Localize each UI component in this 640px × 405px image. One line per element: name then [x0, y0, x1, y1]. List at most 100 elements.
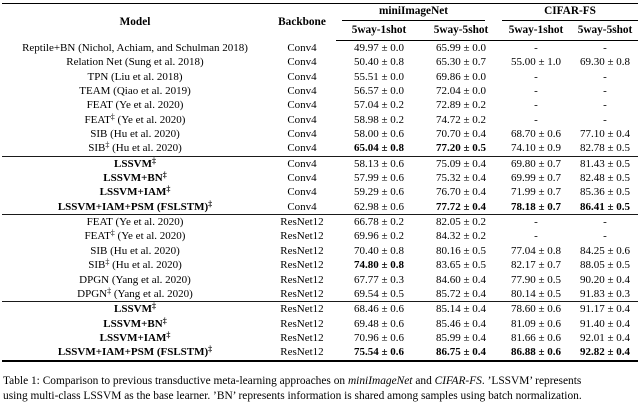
table-row: SIB (Hu et al. 2020) ResNet12 70.40 ± 0.8 8… — [2, 244, 638, 258]
value-cell: - — [534, 230, 538, 243]
value-cell: 91.83 ± 0.3 — [579, 287, 631, 300]
model-cell: DPGN (Yang et al. 2020) — [79, 273, 191, 286]
backbone-cell: ResNet12 — [280, 287, 324, 300]
value-cell: 85.14 ± 0.4 — [422, 301, 500, 317]
value-cell: - — [534, 85, 538, 98]
paper-page: Model Backbone miniImageNet CIFAR-FS 5wa… — [0, 3, 640, 403]
backbone-cell: Conv4 — [268, 155, 336, 172]
model-cell: FEAT (Ye et al. 2020) — [2, 214, 268, 230]
value-cell: 85.36 ± 0.5 — [579, 186, 631, 199]
header-row-groups: Model Backbone miniImageNet CIFAR-FS — [2, 4, 639, 28]
value-cell: 81.09 ± 0.6 — [510, 317, 562, 330]
value-cell: - — [534, 42, 538, 54]
double-dagger-superscript: ‡ — [162, 171, 167, 180]
backbone-cell: Conv4 — [287, 99, 317, 112]
table-header: Model Backbone miniImageNet CIFAR-FS 5wa… — [2, 4, 639, 41]
table-row: LSSVM+BN‡ ResNet12 69.48 ± 0.6 85.46 ± 0.4 8… — [2, 317, 638, 331]
value-cell: 86.88 ± 0.6 — [510, 346, 562, 359]
value-cell: 65.30 ± 0.7 — [435, 56, 487, 69]
double-dagger-superscript: ‡ — [166, 330, 171, 340]
value-cell: 67.77 ± 0.3 — [353, 273, 405, 286]
value-cell: 75.09 ± 0.4 — [422, 155, 500, 172]
model-cell: TEAM (Qiao et al. 2019) — [79, 85, 191, 98]
value-cell: 91.40 ± 0.4 — [579, 317, 631, 330]
table-row: LSSVM+IAM‡ ResNet12 70.96 ± 0.6 85.99 ± 0.4… — [2, 331, 638, 345]
value-cell: 66.78 ± 0.2 — [336, 214, 422, 230]
value-cell: - — [603, 70, 607, 83]
backbone-cell: Conv4 — [287, 70, 317, 83]
value-cell: 80.14 ± 0.5 — [510, 287, 562, 300]
double-dagger-superscript: ‡ — [110, 229, 115, 238]
value-cell: 65.04 ± 0.8 — [353, 142, 405, 155]
caption-line-2: using multi-class LSSVM as the base lear… — [3, 390, 582, 403]
value-cell: 74.72 ± 0.2 — [435, 113, 487, 126]
value-cell: 74.10 ± 0.9 — [510, 142, 562, 155]
value-cell: 90.20 ± 0.4 — [579, 273, 631, 286]
value-cell: 68.46 ± 0.6 — [336, 301, 422, 317]
table-row: TEAM (Qiao et al. 2019) Conv4 56.57 ± 0.0 7… — [2, 84, 638, 98]
value-cell: 92.82 ± 0.4 — [579, 346, 631, 359]
value-cell: - — [534, 113, 538, 126]
value-cell: 74.80 ± 0.8 — [353, 259, 405, 272]
table-row: LSSVM‡ ResNet12 68.46 ± 0.6 85.14 ± 0.4 78.6… — [2, 301, 639, 317]
table-row: DPGN‡ (Yang et al. 2020) ResNet12 69.54 ± … — [2, 287, 638, 302]
value-cell: 85.99 ± 0.4 — [435, 331, 487, 344]
col-header-backbone: Backbone — [278, 15, 326, 28]
value-cell: 83.65 ± 0.5 — [435, 259, 487, 272]
value-cell: 58.98 ± 0.2 — [353, 113, 405, 126]
value-cell: 77.72 ± 0.4 — [435, 200, 487, 213]
table-row: DPGN (Yang et al. 2020) ResNet12 67.77 ± 0… — [2, 273, 638, 287]
col-header-model: Model — [119, 15, 151, 28]
value-cell: 72.04 ± 0.0 — [435, 85, 487, 98]
value-cell: 92.01 ± 0.4 — [579, 331, 631, 344]
model-cell: LSSVM+IAM‡ — [99, 185, 171, 199]
header-row-shots: 5way-1shot 5way-5shot 5way-1shot 5way-5s… — [2, 21, 639, 41]
value-cell: 75.54 ± 0.6 — [353, 346, 405, 359]
table-row: FEAT (Ye et al. 2020) Conv4 57.04 ± 0.2 72.… — [2, 98, 638, 112]
value-cell: 77.10 ± 0.4 — [579, 128, 631, 141]
value-cell: 72.89 ± 0.2 — [435, 99, 487, 112]
value-cell: 85.72 ± 0.4 — [435, 287, 487, 300]
value-cell: 57.04 ± 0.2 — [353, 99, 405, 112]
model-cell: LSSVM+IAM‡ — [99, 330, 171, 344]
value-cell: 50.40 ± 0.8 — [353, 56, 405, 69]
table-row: FEAT‡ (Ye et al. 2020) ResNet12 69.96 ± 0.… — [2, 229, 638, 243]
value-cell: 84.60 ± 0.4 — [435, 273, 487, 286]
caption-line-1: Table 1: Comparison to previous transduc… — [3, 374, 639, 390]
value-cell: 59.29 ± 0.6 — [353, 186, 405, 199]
value-cell: 77.04 ± 0.8 — [510, 244, 562, 257]
model-cell: SIB‡ (Hu et al. 2020) — [88, 258, 182, 272]
backbone-cell: Conv4 — [287, 85, 317, 98]
model-cell: FEAT‡ (Ye et al. 2020) — [84, 229, 186, 243]
double-dagger-superscript: ‡ — [208, 345, 213, 354]
value-cell: 62.98 ± 0.6 — [353, 200, 405, 213]
value-cell: - — [534, 70, 538, 83]
model-cell: LSSVM+BN‡ — [103, 316, 167, 330]
backbone-cell: Conv4 — [287, 113, 317, 126]
value-cell: 81.43 ± 0.5 — [572, 155, 639, 172]
model-cell: LSSVM+BN‡ — [103, 171, 167, 185]
backbone-cell: ResNet12 — [280, 244, 324, 257]
caption-text: . ’LSSVM’ represents — [481, 374, 582, 387]
value-cell: 65.99 ± 0.0 — [435, 42, 487, 54]
value-cell: - — [603, 42, 607, 54]
double-dagger-superscript: ‡ — [166, 185, 171, 194]
value-cell: 78.60 ± 0.6 — [500, 301, 572, 317]
double-dagger-superscript: ‡ — [151, 301, 156, 311]
model-cell: SIB‡ (Hu et al. 2020) — [88, 141, 182, 155]
value-cell: 77.20 ± 0.5 — [435, 142, 487, 155]
value-cell: 91.17 ± 0.4 — [572, 301, 639, 317]
value-cell: 70.40 ± 0.8 — [353, 244, 405, 257]
value-cell: 84.25 ± 0.6 — [579, 244, 631, 257]
double-dagger-superscript: ‡ — [151, 156, 156, 166]
value-cell: 81.66 ± 0.6 — [510, 331, 562, 344]
table-row: LSSVM+BN‡ Conv4 57.99 ± 0.6 75.32 ± 0.4 69.9… — [2, 171, 638, 185]
table-caption: Table 1: Comparison to previous transduc… — [3, 374, 639, 405]
value-cell: 49.97 ± 0.0 — [353, 42, 405, 54]
model-cell: SIB (Hu et al. 2020) — [90, 128, 180, 141]
model-cell: DPGN‡ (Yang et al. 2020) — [77, 286, 193, 300]
table-row: LSSVM+IAM+PSM (FSLSTM)‡ Conv4 62.98 ± 0.6 7… — [2, 200, 638, 215]
value-cell: - — [603, 99, 607, 112]
table-row: FEAT (Ye et al. 2020) ResNet12 66.78 ± 0.2… — [2, 214, 639, 230]
model-cell: LSSVM‡ — [2, 301, 268, 317]
